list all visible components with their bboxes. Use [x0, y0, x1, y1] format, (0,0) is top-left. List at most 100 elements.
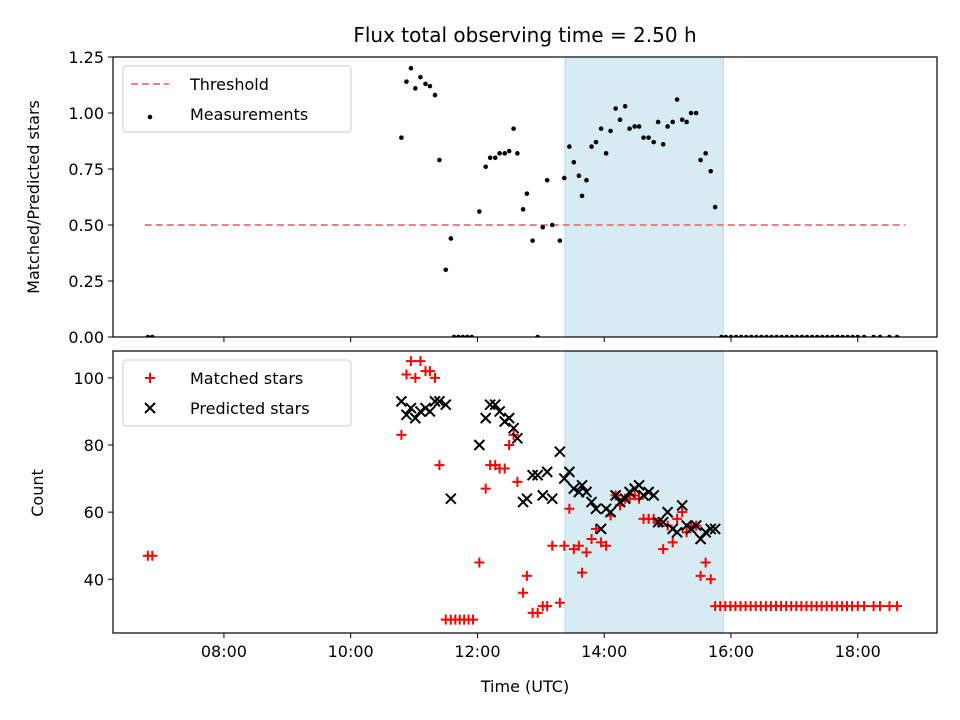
x-tick-label: 14:00: [581, 642, 627, 661]
predicted-star-point: [590, 503, 602, 515]
predicted-star-point: [647, 489, 660, 502]
x-tick-label: 16:00: [708, 642, 754, 661]
predicted-star-point: [526, 469, 539, 481]
x-tick-label: 08:00: [201, 642, 247, 661]
predicted-star-point: [414, 405, 427, 418]
matched-star-point: [596, 537, 607, 548]
measurement-point: [703, 151, 708, 156]
y-tick-label: 1.00: [68, 104, 104, 123]
legend-label: Threshold: [189, 75, 269, 94]
measurement-point: [651, 139, 656, 145]
count-panel: 40 60 80 100 08:00 10:00 12:00 14:00 16:00 18:00 M…: [73, 350, 938, 661]
y-tick-label: 0.00: [68, 328, 104, 347]
matched-star-point: [429, 372, 440, 383]
observing-window-span: [564, 56, 724, 338]
predicted-star-point: [690, 519, 702, 532]
matched-star-point: [564, 503, 575, 514]
predicted-star-point: [595, 523, 607, 535]
measurement-point: [576, 173, 582, 179]
legend-predicted-swatch: [144, 402, 156, 414]
predicted-star-point: [531, 469, 544, 481]
measurement-point: [520, 207, 526, 212]
predicted-star-point: [537, 489, 549, 502]
measurement-point: [404, 79, 409, 84]
predicted-star-point: [614, 496, 626, 508]
legend: Threshold Measurements: [122, 65, 352, 133]
measurement-point: [584, 177, 589, 183]
matched-star-point: [874, 601, 885, 612]
measurement-point: [632, 124, 637, 129]
panel-frame: [112, 350, 938, 634]
matched-star-point: [859, 601, 870, 612]
predicted-star-point: [609, 489, 622, 502]
matched-star-point: [474, 557, 485, 568]
predicted-star-point: [619, 493, 631, 505]
measurement-point: [502, 151, 508, 156]
matched-star-point: [677, 507, 688, 518]
measurement-point: [483, 164, 489, 170]
measurement-point: [418, 74, 423, 80]
predicted-star-point: [676, 499, 688, 512]
measurement-point: [688, 110, 694, 116]
measurement-point: [660, 142, 666, 147]
matched-star-point: [590, 523, 601, 534]
matched-star-point: [601, 540, 612, 551]
matched-star-point: [468, 614, 479, 625]
measurement-point: [674, 97, 680, 102]
measurement-point: [544, 177, 550, 183]
measurement-point: [506, 148, 512, 154]
measurement-point: [608, 128, 613, 134]
y-tick-label: 0.75: [68, 160, 104, 179]
predicted-star-point: [661, 506, 674, 518]
x-tick-label: 10:00: [328, 642, 374, 661]
measurement-point: [636, 124, 642, 129]
matched-star-point: [573, 540, 584, 551]
matched-star-point: [147, 550, 158, 561]
predicted-star-point: [633, 479, 645, 491]
predicted-star-point: [563, 466, 576, 478]
chart-title: Flux total observing time = 2.50 h: [353, 23, 696, 47]
legend-label: Measurements: [190, 105, 308, 124]
matched-star-point: [658, 544, 669, 555]
measurement-point: [487, 155, 493, 161]
matched-star-point: [559, 540, 570, 551]
measurement-point: [670, 119, 675, 125]
measurement-point: [408, 65, 414, 71]
measurement-point: [698, 157, 703, 163]
bottom-y-axis-label: Count: [28, 469, 47, 517]
series-matched-stars: [142, 356, 903, 625]
measurement-point: [712, 204, 718, 210]
predicted-star-point: [507, 422, 520, 434]
matched-star-point: [415, 356, 426, 367]
matched-star-point: [405, 356, 416, 367]
matched-star-point: [577, 567, 588, 578]
matched-star-point: [532, 607, 543, 618]
predicted-star-point: [657, 516, 669, 528]
measurement-point: [579, 193, 585, 199]
predicted-star-point: [400, 409, 413, 421]
legend-box: [122, 65, 352, 133]
legend-item: Matched stars: [145, 369, 303, 388]
measurement-point: [598, 126, 604, 131]
measurement-point: [437, 157, 442, 163]
predicted-star-point: [585, 496, 598, 508]
predicted-star-point: [503, 412, 515, 424]
predicted-star-point: [709, 523, 721, 535]
measurement-point: [492, 155, 498, 161]
measurement-point: [497, 151, 502, 156]
matched-star-point: [401, 369, 412, 380]
y-tick-label: 40: [84, 570, 104, 589]
measurement-point: [589, 144, 594, 149]
series-predicted-stars: [395, 395, 721, 545]
measurement-point: [593, 139, 599, 145]
predicted-star-point: [484, 399, 496, 411]
measurement-point: [448, 236, 454, 241]
matched-star-point: [504, 440, 515, 450]
measurement-point: [399, 135, 404, 140]
x-axis-label: Time (UTC): [480, 677, 569, 696]
measurement-point: [641, 135, 646, 140]
predicted-star-point: [440, 399, 452, 411]
predicted-star-point: [409, 412, 422, 424]
matched-star-point: [581, 547, 592, 558]
